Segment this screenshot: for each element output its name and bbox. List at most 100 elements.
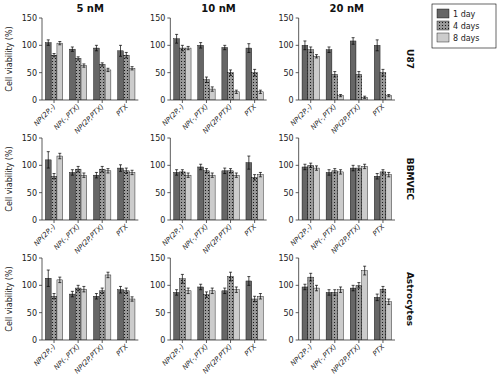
error-bar bbox=[363, 164, 366, 168]
y-tick bbox=[39, 138, 42, 139]
y-tick bbox=[296, 220, 299, 221]
background bbox=[0, 0, 500, 389]
x-axis bbox=[42, 340, 138, 341]
error-bar bbox=[125, 288, 128, 293]
bar bbox=[252, 177, 258, 220]
subplot: 050100150NP(2P,-)NP(-,PTX)NP(2P,PTX)PTX5… bbox=[5, 3, 138, 135]
y-tick-label: 150 bbox=[22, 254, 37, 263]
y-tick-label: 50 bbox=[155, 69, 165, 78]
figure: 050100150NP(2P,-)NP(-,PTX)NP(2P,PTX)PTX 5… bbox=[0, 0, 500, 389]
bar bbox=[105, 171, 111, 220]
bar bbox=[129, 172, 135, 220]
error-bar bbox=[119, 45, 122, 56]
error-bar bbox=[376, 40, 379, 51]
subplot: 050100150NP(2P,-)NP(-,PTX)NP(2P,PTX)PTX bbox=[150, 134, 267, 255]
y-tick-label: 100 bbox=[22, 281, 37, 290]
x-tick-label: PTX bbox=[371, 103, 386, 118]
bar bbox=[57, 156, 63, 220]
error-bar bbox=[77, 166, 80, 171]
bar bbox=[332, 292, 338, 340]
error-bar bbox=[199, 43, 202, 48]
legend-label: 8 days bbox=[453, 34, 480, 43]
bar bbox=[198, 167, 204, 220]
error-bar bbox=[77, 285, 80, 290]
x-tick-label: NP(2P,PTX) bbox=[330, 223, 363, 256]
legend-swatch bbox=[437, 33, 449, 42]
error-bar bbox=[253, 296, 256, 301]
bar bbox=[246, 281, 252, 340]
bar bbox=[326, 292, 332, 340]
y-axis bbox=[298, 258, 299, 340]
error-bar bbox=[47, 40, 50, 45]
y-tick-label: 0 bbox=[32, 216, 37, 225]
x-tick bbox=[54, 100, 55, 103]
y-tick bbox=[39, 18, 42, 19]
bar bbox=[362, 166, 368, 220]
error-bar bbox=[328, 170, 331, 175]
x-tick bbox=[382, 220, 383, 223]
error-bar bbox=[259, 90, 262, 93]
x-tick-label: NP(2P,PTX) bbox=[330, 103, 363, 136]
bar bbox=[69, 49, 75, 100]
bar bbox=[118, 290, 124, 340]
error-bar bbox=[259, 172, 262, 176]
x-axis bbox=[170, 340, 266, 341]
bar bbox=[302, 287, 308, 340]
y-tick bbox=[167, 258, 170, 259]
bar bbox=[198, 287, 204, 340]
x-tick-label: NP(2P,PTX) bbox=[73, 223, 106, 256]
error-bar bbox=[253, 69, 256, 76]
error-bar bbox=[309, 47, 312, 52]
error-bar bbox=[175, 34, 178, 43]
y-tick-label: 100 bbox=[278, 281, 293, 290]
error-bar bbox=[106, 272, 109, 277]
bar bbox=[308, 165, 314, 220]
bar bbox=[123, 55, 129, 100]
error-bar bbox=[223, 288, 226, 293]
bars bbox=[174, 156, 264, 220]
y-tick bbox=[167, 285, 170, 286]
x-tick bbox=[182, 340, 183, 343]
x-tick bbox=[126, 340, 127, 343]
error-bar bbox=[309, 273, 312, 281]
x-tick bbox=[206, 340, 207, 343]
bar bbox=[204, 171, 210, 220]
bar bbox=[94, 175, 100, 220]
bar bbox=[94, 48, 100, 100]
bar bbox=[99, 64, 105, 100]
bar bbox=[105, 70, 111, 100]
x-tick bbox=[358, 220, 359, 223]
error-bar bbox=[58, 277, 61, 282]
x-tick bbox=[54, 340, 55, 343]
y-tick-label: 50 bbox=[283, 189, 293, 198]
subplot: 050100150NP(2P,-)NP(-,PTX)NP(2P,PTX)PTX bbox=[150, 254, 267, 375]
bar bbox=[45, 43, 51, 100]
error-bar bbox=[315, 166, 318, 170]
error-bar bbox=[229, 272, 232, 281]
bar bbox=[51, 55, 57, 100]
x-tick bbox=[334, 340, 335, 343]
error-bar bbox=[53, 174, 56, 179]
y-tick bbox=[39, 312, 42, 313]
error-bar bbox=[71, 291, 74, 296]
bar bbox=[185, 175, 191, 220]
bar bbox=[174, 172, 180, 220]
y-tick-label: 150 bbox=[22, 14, 37, 23]
y-tick bbox=[167, 192, 170, 193]
bar bbox=[81, 66, 87, 100]
subplot: 050100150NP(2P,-)NP(-,PTX)NP(2P,PTX)PTXC… bbox=[5, 134, 138, 255]
bar bbox=[314, 288, 320, 340]
error-bar bbox=[101, 166, 104, 171]
error-bar bbox=[211, 87, 214, 91]
x-tick bbox=[126, 220, 127, 223]
y-tick-label: 50 bbox=[283, 69, 293, 78]
x-tick-label: PTX bbox=[243, 343, 258, 358]
y-tick-label: 100 bbox=[150, 41, 165, 50]
bar bbox=[302, 45, 308, 100]
error-bar bbox=[71, 47, 74, 51]
y-tick-label: 150 bbox=[278, 254, 293, 263]
bar bbox=[209, 291, 215, 340]
bar bbox=[45, 278, 51, 340]
error-bar bbox=[352, 38, 355, 45]
error-bar bbox=[229, 169, 232, 173]
